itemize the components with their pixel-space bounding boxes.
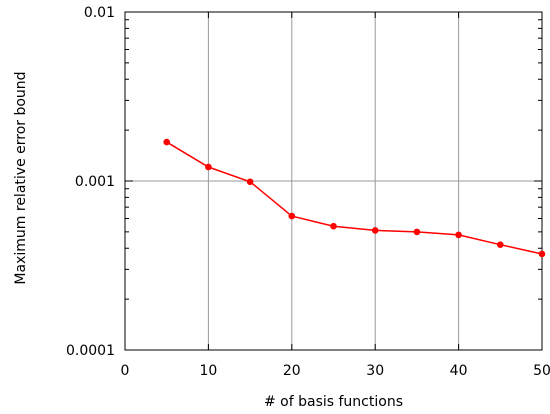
y-tick-labels: 0.0001 0.001 0.01 — [66, 5, 115, 359]
data-point — [455, 231, 462, 239]
data-point — [497, 241, 504, 248]
x-tick-label: 20 — [283, 363, 301, 379]
data-point — [413, 228, 421, 236]
grid-lines — [125, 12, 542, 350]
data-point — [371, 227, 379, 234]
series-line — [166, 141, 543, 255]
data-point — [288, 212, 296, 220]
data-point — [246, 178, 254, 186]
data-point — [330, 222, 337, 230]
x-axis-label: # of basis functions — [264, 394, 403, 410]
data-point — [538, 250, 546, 258]
y-tick-label: 0.001 — [75, 174, 115, 190]
y-tick-label: 0.0001 — [66, 343, 115, 359]
data-point — [163, 138, 170, 146]
data-point — [205, 163, 212, 171]
x-tick-label: 0 — [121, 363, 130, 379]
x-tick-label: 40 — [450, 363, 468, 379]
y-axis-label: Maximum relative error bound — [13, 71, 29, 284]
x-tick-label: 50 — [533, 363, 550, 379]
plot-area — [124, 11, 543, 351]
x-tick-label: 10 — [199, 363, 217, 379]
y-tick-label: 0.01 — [84, 5, 115, 21]
x-tick-label: 30 — [366, 363, 384, 379]
x-tick-labels: 0 10 20 30 40 50 — [121, 363, 550, 379]
series-layer — [163, 138, 546, 258]
